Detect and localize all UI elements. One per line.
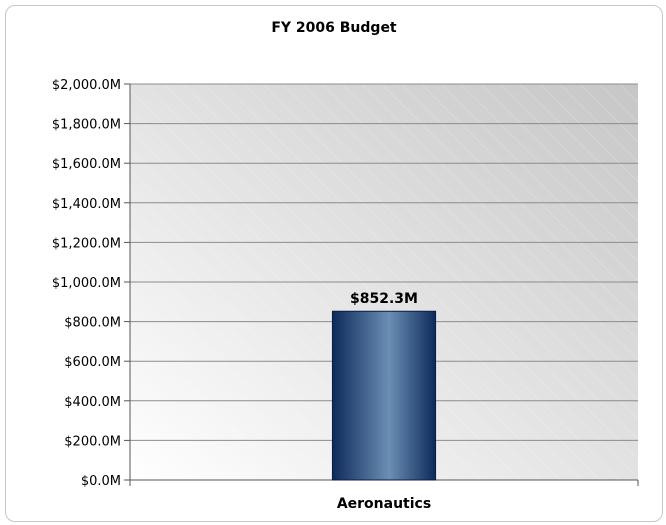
y-tick-label: $2,000.0M bbox=[52, 78, 121, 93]
bar-data-label: $852.3M bbox=[350, 291, 418, 307]
chart-title: FY 2006 Budget bbox=[271, 20, 397, 36]
y-tick-label: $400.0M bbox=[64, 395, 121, 410]
y-tick-label: $600.0M bbox=[64, 355, 121, 370]
y-tick-label: $1,800.0M bbox=[52, 118, 121, 133]
bar-aeronautics bbox=[331, 310, 437, 481]
y-tick-label: $0.0M bbox=[81, 474, 121, 489]
y-tick-label: $1,000.0M bbox=[52, 276, 121, 291]
y-tick-label: $800.0M bbox=[64, 316, 121, 331]
x-category-label: Aeronautics bbox=[337, 496, 431, 512]
y-tick-label: $1,200.0M bbox=[52, 236, 121, 251]
y-tick-label: $1,400.0M bbox=[52, 197, 121, 212]
y-tick-label: $200.0M bbox=[64, 434, 121, 449]
y-tick-label: $1,600.0M bbox=[52, 157, 121, 172]
